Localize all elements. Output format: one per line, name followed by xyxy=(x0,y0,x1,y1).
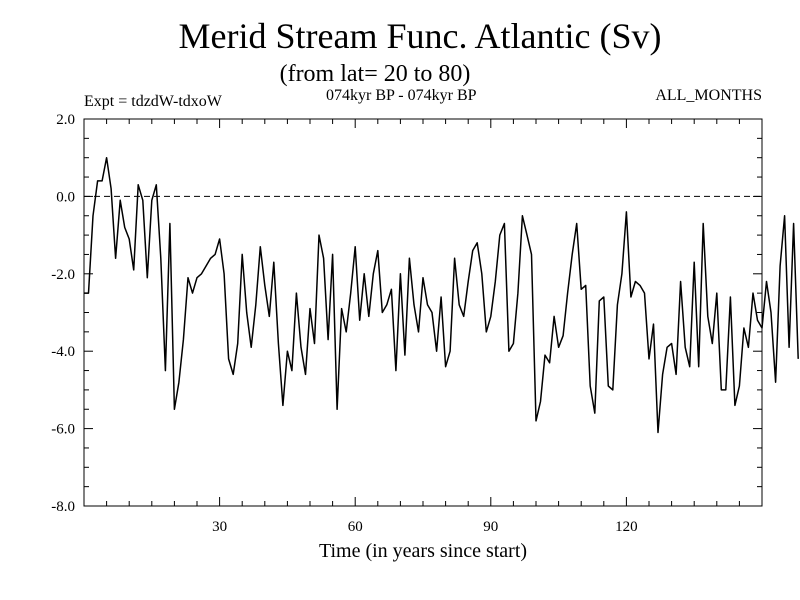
x-axis-label: Time (in years since start) xyxy=(318,540,528,562)
series-line xyxy=(84,156,799,434)
plot-frame xyxy=(83,118,763,507)
chart-subtitle: (from lat= 20 to 80) xyxy=(279,61,471,87)
x-tick-label: 30 xyxy=(212,519,227,535)
experiment-label: Expt = tdzdW-tdxoW xyxy=(84,93,222,110)
chart-title: Merid Stream Func. Atlantic (Sv) xyxy=(178,16,662,56)
y-tick-label: -6.0 xyxy=(51,422,75,438)
y-tick-label: 2.0 xyxy=(56,112,75,128)
x-tick-label: 120 xyxy=(615,519,638,535)
y-tick-label: -8.0 xyxy=(51,499,75,515)
x-tick-label: 90 xyxy=(483,519,498,535)
period-label: 074kyr BP - 074kyr BP xyxy=(326,87,477,104)
months-label: ALL_MONTHS xyxy=(655,87,762,104)
y-tick-label: -2.0 xyxy=(51,267,75,283)
y-tick-label: 0.0 xyxy=(56,189,75,205)
y-tick-label: -4.0 xyxy=(51,344,75,360)
x-tick-label: 60 xyxy=(348,519,363,535)
